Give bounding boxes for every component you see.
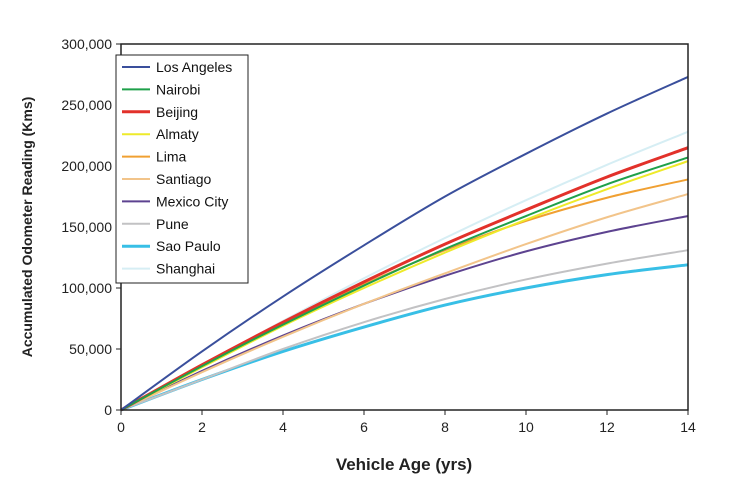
x-tick-label: 14 bbox=[680, 419, 696, 435]
x-tick-label: 6 bbox=[360, 419, 368, 435]
y-tick-label: 100,000 bbox=[61, 280, 112, 296]
legend-label-pune: Pune bbox=[156, 216, 189, 232]
x-tick-label: 8 bbox=[441, 419, 449, 435]
x-tick-label: 10 bbox=[518, 419, 534, 435]
y-tick-label: 200,000 bbox=[61, 158, 112, 174]
y-tick-label: 50,000 bbox=[69, 341, 112, 357]
legend-label-los-angeles: Los Angeles bbox=[156, 59, 232, 75]
x-tick-label: 2 bbox=[198, 419, 206, 435]
legend-label-shanghai: Shanghai bbox=[156, 261, 215, 277]
series-line-beijing bbox=[120, 146, 689, 412]
series-line-los-angeles bbox=[120, 76, 689, 411]
series-line-almaty bbox=[120, 160, 689, 411]
y-tick-label: 250,000 bbox=[61, 97, 112, 113]
y-tick-label: 150,000 bbox=[61, 219, 112, 235]
x-tick-label: 0 bbox=[117, 419, 125, 435]
series-layer bbox=[120, 76, 689, 412]
y-axis-title: Accumulated Odometer Reading (Kms) bbox=[19, 97, 35, 358]
x-tick-label: 12 bbox=[599, 419, 615, 435]
legend-label-beijing: Beijing bbox=[156, 104, 198, 120]
legend-label-almaty: Almaty bbox=[156, 126, 199, 142]
ticks-layer: 0 2 4 6 8 10 12 14 0 50,000 100,000 150,000 200,000 2… bbox=[61, 36, 696, 435]
series-line-santiago bbox=[120, 193, 689, 411]
legend-label-nairobi: Nairobi bbox=[156, 81, 200, 97]
y-tick-label: 0 bbox=[104, 402, 112, 418]
x-tick-label: 4 bbox=[279, 419, 287, 435]
series-line-pune bbox=[120, 249, 689, 411]
legend-label-sao-paulo: Sao Paulo bbox=[156, 238, 221, 254]
legend: Los Angeles Nairobi Beijing Almaty Lima Santi… bbox=[115, 54, 249, 284]
series-line-nairobi bbox=[120, 156, 689, 411]
series-line-sao-paulo bbox=[120, 263, 689, 412]
legend-box bbox=[115, 54, 249, 284]
y-tick-label: 300,000 bbox=[61, 36, 112, 52]
x-axis-title: Vehicle Age (yrs) bbox=[336, 455, 472, 474]
legend-label-santiago: Santiago bbox=[156, 171, 211, 187]
legend-label-mexico-city: Mexico City bbox=[156, 193, 228, 209]
legend-label-lima: Lima bbox=[156, 149, 187, 165]
